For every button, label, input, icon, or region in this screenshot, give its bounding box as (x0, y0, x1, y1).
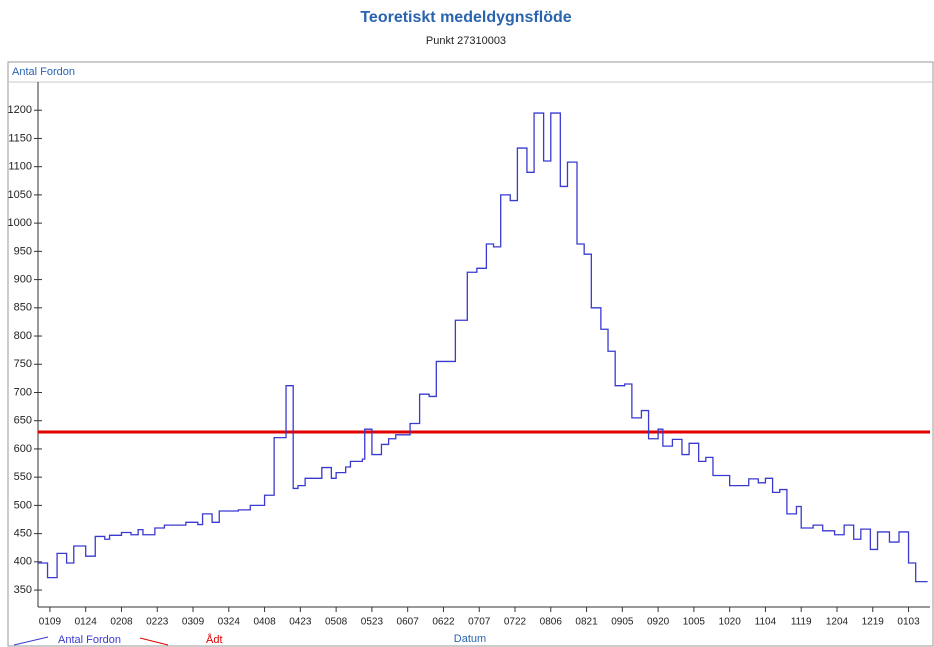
legend-label: Antal Fordon (58, 634, 121, 646)
y-tick-label: 550 (14, 471, 32, 483)
x-tick-label: 0523 (361, 617, 384, 628)
data-line (38, 112, 928, 583)
y-tick-label: 350 (14, 584, 32, 596)
x-tick-label: 0223 (146, 617, 169, 628)
x-tick-label: 0920 (647, 617, 670, 628)
y-axis-label: Antal Fordon (12, 66, 75, 78)
x-tick-label: 0707 (468, 617, 491, 628)
y-tick-label: 1200 (8, 104, 32, 116)
y-tick-label: 1150 (8, 132, 32, 144)
y-tick-label: 750 (14, 358, 32, 370)
x-tick-label: 0423 (289, 617, 312, 628)
y-tick-label: 1000 (8, 217, 32, 229)
y-tick-label: 500 (14, 499, 32, 511)
y-tick-label: 1100 (8, 161, 32, 173)
x-tick-label: 0806 (540, 617, 563, 628)
x-tick-label: 1020 (719, 617, 742, 628)
x-tick-label: 0607 (397, 617, 420, 628)
x-tick-label: 0408 (253, 617, 276, 628)
x-tick-label: 0208 (110, 617, 133, 628)
x-tick-label: 1005 (683, 617, 706, 628)
y-tick-label: 950 (14, 245, 32, 257)
x-tick-label: 0722 (504, 617, 527, 628)
x-tick-label: 1219 (862, 617, 885, 628)
y-tick-label: 650 (14, 415, 32, 427)
y-tick-label: 400 (14, 556, 32, 568)
x-tick-label: 0309 (182, 617, 205, 628)
x-tick-label: 0124 (75, 617, 98, 628)
x-axis-label: Datum (454, 633, 486, 645)
chart-title: Teoretiskt medeldygnsflöde (360, 9, 571, 26)
legend-swatch (139, 637, 169, 646)
x-tick-label: 0508 (325, 617, 348, 628)
y-tick-label: 450 (14, 528, 32, 540)
y-tick-label: 1050 (8, 189, 32, 201)
legend-label: Ådt (206, 633, 223, 646)
x-tick-label: 0905 (611, 617, 634, 628)
y-tick-label: 600 (14, 443, 32, 455)
x-tick-label: 1119 (791, 617, 812, 628)
x-tick-label: 0324 (218, 617, 241, 628)
x-tick-label: 0821 (575, 617, 598, 628)
x-tick-label: 0109 (39, 617, 62, 628)
x-tick-label: 1104 (755, 617, 777, 628)
x-tick-label: 1204 (826, 617, 849, 628)
legend-swatch (13, 636, 49, 646)
y-tick-label: 800 (14, 330, 32, 342)
y-tick-label: 700 (14, 386, 32, 398)
chart-subtitle: Punkt 27310003 (426, 35, 506, 47)
chart-frame (7, 61, 934, 647)
x-tick-label: 0103 (897, 617, 920, 628)
y-tick-label: 850 (14, 302, 32, 314)
x-tick-label: 0622 (432, 617, 455, 628)
y-tick-label: 900 (14, 273, 32, 285)
